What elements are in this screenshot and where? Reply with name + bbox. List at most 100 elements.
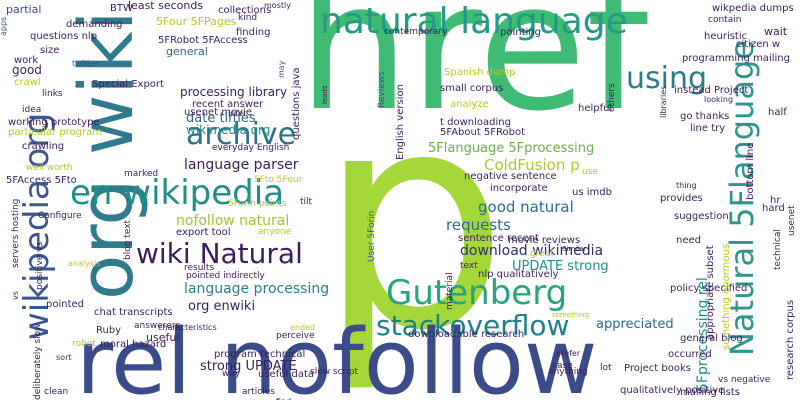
word-appreciated: appreciated bbox=[596, 317, 674, 332]
word-particular-program: particular program bbox=[8, 127, 103, 138]
word-user-5forin: User 5Forin bbox=[367, 210, 377, 262]
word-anything: anything bbox=[548, 367, 588, 377]
word-program-technical: program technical bbox=[214, 349, 306, 360]
word-technical: technical bbox=[773, 229, 783, 270]
word-great: great bbox=[530, 249, 554, 259]
word-lot: lot bbox=[600, 363, 612, 373]
word-requests: requests bbox=[446, 216, 511, 234]
word-marked: marked bbox=[124, 169, 159, 179]
word-wikimedia-org: wikimedia org bbox=[186, 123, 271, 137]
word-leads: leads bbox=[321, 85, 329, 104]
word-rel-nofollow: rel nofollow bbox=[76, 310, 598, 400]
word-idea: idea bbox=[22, 105, 42, 115]
word-blog-text: blog text bbox=[123, 219, 133, 260]
word-mostly: mostly bbox=[264, 1, 291, 10]
word-material: material bbox=[445, 272, 455, 310]
word-chat-transcripts: chat transcripts bbox=[94, 307, 173, 318]
word-moral-hazard: moral hazard bbox=[100, 339, 167, 350]
word-others: others bbox=[607, 83, 617, 112]
word-wait: wait bbox=[764, 25, 788, 38]
word-vs-negative: vs negative bbox=[718, 375, 771, 385]
word-ended: ended bbox=[290, 323, 316, 332]
word-apps: apps bbox=[0, 16, 8, 36]
word-download-wikimedia: download wikimedia bbox=[460, 243, 604, 259]
word-clean: clean bbox=[44, 387, 69, 397]
word-mailing-lists: mailing lists bbox=[680, 387, 740, 398]
word-usenet-movie: usenet movie bbox=[184, 107, 252, 118]
word-links: links bbox=[42, 89, 63, 99]
word-suggestion: suggestion bbox=[674, 211, 729, 222]
word-pointed: pointed bbox=[46, 299, 85, 310]
word-articles: articles bbox=[242, 387, 275, 397]
word-bottom-line: bottom line bbox=[745, 142, 756, 200]
word-5four-5fpages: 5Four 5FPages bbox=[156, 15, 237, 28]
word-twitter: twitter bbox=[72, 59, 99, 68]
word-tilt: tilt bbox=[300, 197, 313, 207]
word-work: work bbox=[14, 55, 39, 66]
word-coldfusion-p: ColdFusion p bbox=[484, 156, 580, 174]
word-special-export: Special Export bbox=[92, 79, 164, 90]
word-href: href bbox=[298, 0, 649, 150]
word-wikpedia-dumps: wikpedia dumps bbox=[712, 3, 794, 14]
word-similar: Similar bbox=[562, 245, 587, 253]
word-5frobot-5faccess: 5FRobot 5FAccess bbox=[158, 35, 248, 46]
word-thing: thing bbox=[676, 181, 697, 190]
word-useful: useful bbox=[146, 331, 180, 344]
word-way: way bbox=[222, 369, 241, 379]
word-analyze: analyze bbox=[450, 99, 489, 110]
word-looking: looking bbox=[704, 95, 734, 104]
word-language-parser: language parser bbox=[184, 157, 299, 173]
word-kind: kind bbox=[238, 13, 258, 23]
word-pointed-indirectly: pointed indirectly bbox=[186, 271, 265, 281]
word-text: text bbox=[460, 261, 478, 271]
word-us-imdb: us imdb bbox=[572, 187, 612, 198]
word-questions-java: questions java bbox=[291, 67, 302, 140]
word-something-enormous: something enormous bbox=[721, 243, 732, 350]
word-wiki-natural: wiki Natural bbox=[136, 237, 303, 270]
word-t-downloading: t downloading bbox=[440, 117, 511, 128]
word-size: size bbox=[40, 45, 60, 56]
word-5faccess-5fto: 5FAccess 5Fto bbox=[6, 175, 77, 186]
word-working-prototype: working prototype bbox=[8, 117, 100, 128]
word-line-try: line try bbox=[690, 123, 726, 134]
word-negative-sentence: negative sentence bbox=[464, 171, 557, 182]
word-citizen-w: citizen w bbox=[736, 39, 781, 50]
word-nofollow-natural: nofollow natural bbox=[176, 213, 290, 229]
word-processing-library: processing library bbox=[180, 85, 288, 99]
word-demanding: demanding bbox=[66, 19, 123, 30]
word-contemporary: contemporary bbox=[384, 27, 448, 37]
word-useful-data: useful data bbox=[258, 369, 315, 380]
word-small-corpus: small corpus bbox=[440, 83, 504, 94]
word-hard: hard bbox=[762, 203, 785, 214]
word-general: general bbox=[166, 45, 208, 58]
word-well-worth: well worth bbox=[26, 163, 73, 173]
word-use: use bbox=[582, 167, 598, 177]
word-ruby: Ruby bbox=[96, 325, 122, 336]
word-project-books: Project books bbox=[624, 363, 691, 374]
word-occurred: occurred bbox=[668, 349, 712, 360]
word-5forin-points: 5Forin points bbox=[228, 199, 287, 209]
word-finding: finding bbox=[236, 27, 271, 38]
word-nlp-qualitatively: nlp qualitatively bbox=[478, 269, 559, 280]
word-archive: archive bbox=[186, 117, 297, 152]
word-need: need bbox=[676, 235, 701, 246]
word-prefer: prefer bbox=[556, 349, 581, 358]
word-date-times: date times bbox=[186, 111, 256, 126]
word-reviews: Reviews bbox=[377, 71, 387, 108]
word-movie-reviews: movie reviews bbox=[508, 235, 581, 246]
word-vs: vs bbox=[11, 291, 20, 300]
word-research-corpus: research corpus bbox=[785, 299, 796, 380]
word-programming-mailing: programming mailing bbox=[682, 53, 790, 64]
word-something: something bbox=[552, 311, 590, 319]
word-natural-language: natural language bbox=[320, 1, 628, 42]
word-sort: sort bbox=[56, 353, 72, 362]
word-heuristic: heuristic bbox=[704, 31, 748, 42]
word-instead-project: instead Project bbox=[674, 85, 749, 96]
word-anyone: anyone bbox=[258, 227, 292, 237]
word-least-seconds: least seconds bbox=[128, 0, 204, 12]
word-contain: contain bbox=[708, 15, 742, 25]
word-policy-specified: policy specified bbox=[670, 283, 748, 294]
word-case: case bbox=[552, 361, 573, 371]
word-5flanguage-5fprocessing: 5Flanguage 5Fprocessing bbox=[428, 141, 595, 156]
